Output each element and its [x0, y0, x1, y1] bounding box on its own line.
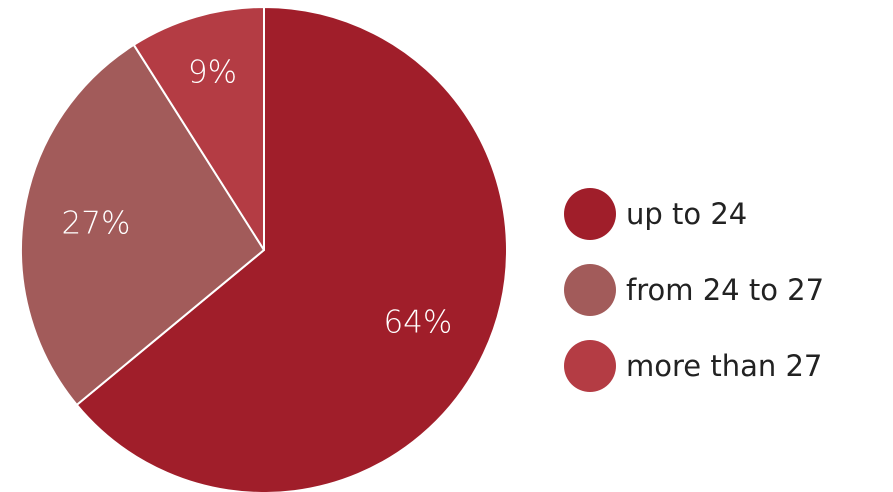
legend-item-up-to-24: up to 24: [564, 185, 824, 243]
pie-slice-more-than-27: [132, 6, 265, 251]
legend-item-more-than-27: more than 27: [564, 337, 824, 395]
pie-slice-up-to-24: [75, 6, 508, 492]
legend: up to 24 from 24 to 27 more than 27: [564, 185, 824, 413]
legend-label-from-24-to-27: from 24 to 27: [626, 273, 825, 307]
legend-swatch-from-24-to-27: [564, 264, 616, 316]
pie-slices: [20, 6, 508, 492]
legend-swatch-up-to-24: [564, 188, 616, 240]
pie-slice-from-24-to-27: [20, 43, 265, 406]
slice-label-from-24-to-27: 27%: [62, 205, 131, 241]
pie-slice-labels: 64% 27% 9%: [62, 55, 453, 341]
legend-swatch-more-than-27: [564, 340, 616, 392]
legend-label-more-than-27: more than 27: [626, 349, 823, 383]
legend-item-from-24-to-27: from 24 to 27: [564, 261, 824, 319]
slice-label-more-than-27: 9%: [188, 55, 237, 91]
legend-label-up-to-24: up to 24: [626, 197, 748, 231]
slice-label-up-to-24: 64%: [383, 304, 452, 340]
